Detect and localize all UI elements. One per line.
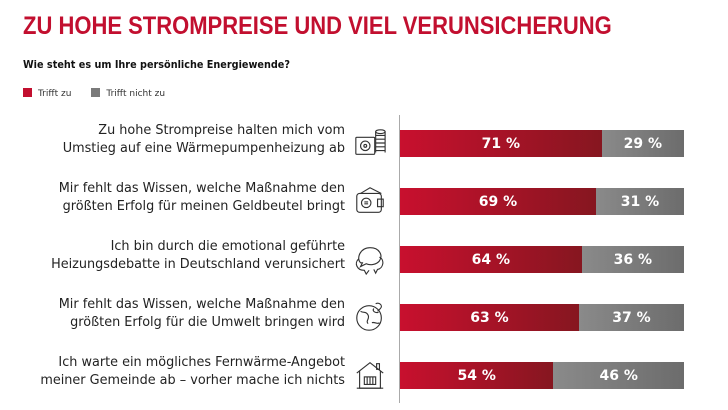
legend-label-no: Trifft nicht zu bbox=[106, 89, 166, 99]
legend-label-yes: Trifft zu bbox=[38, 89, 72, 99]
bar-no: 37 % bbox=[578, 304, 684, 331]
speech-bubbles-icon bbox=[352, 242, 388, 276]
data-label: 37 % bbox=[612, 309, 651, 326]
bar-yes: 64 % bbox=[400, 246, 582, 273]
data-label: 54 % bbox=[457, 367, 496, 384]
data-label: 31 % bbox=[620, 193, 660, 210]
bar-no: 29 % bbox=[601, 130, 684, 157]
bar-yes: 69 % bbox=[400, 188, 596, 215]
stacked-bar: 71 % 29 % bbox=[400, 130, 684, 157]
chart-row: Mir fehlt das Wissen, welche Maßnahme de… bbox=[0, 179, 728, 222]
bar-no: 46 % bbox=[553, 362, 684, 389]
category-label-line: größten Erfolg für die Umwelt bringen wi… bbox=[70, 314, 345, 330]
stacked-bar: 69 % 31 % bbox=[400, 188, 684, 215]
category-label: Mir fehlt das Wissen, welche Maßnahme de… bbox=[22, 295, 345, 331]
category-label-line: Mir fehlt das Wissen, welche Maßnahme de… bbox=[58, 296, 345, 312]
chart-title: ZU HOHE STROMPREISE UND VIEL VERUNSICHER… bbox=[23, 12, 612, 40]
bar-yes: 54 % bbox=[400, 362, 554, 389]
chart-subtitle: Wie steht es um Ihre persönliche Energie… bbox=[23, 58, 290, 71]
category-label-line: Zu hohe Strompreise halten mich vom bbox=[98, 122, 345, 138]
globe-icon bbox=[352, 300, 388, 334]
chart-row: Mir fehlt das Wissen, welche Maßnahme de… bbox=[0, 295, 728, 338]
category-label-line: Heizungsdebatte in Deutschland verunsich… bbox=[51, 256, 345, 272]
category-label: Ich warte ein mögliches Fernwärme-Angebo… bbox=[22, 353, 345, 389]
data-label: 29 % bbox=[623, 135, 662, 152]
stacked-bar: 64 % 36 % bbox=[400, 246, 684, 273]
category-label-line: Ich bin durch die emotional geführte bbox=[110, 238, 345, 254]
heat-pump-coins-icon bbox=[352, 126, 388, 160]
category-label-line: Ich warte ein mögliches Fernwärme-Angebo… bbox=[58, 354, 345, 370]
category-label-line: Umstieg auf eine Wärmepumpenheizung ab bbox=[62, 140, 345, 156]
data-label: 36 % bbox=[613, 251, 653, 268]
wallet-euro-icon bbox=[352, 184, 388, 218]
data-label: 64 % bbox=[471, 251, 511, 268]
bar-no: 31 % bbox=[595, 188, 684, 215]
chart-row: Zu hohe Strompreise halten mich vom Umsti… bbox=[0, 121, 728, 164]
stacked-bar: 54 % 46 % bbox=[400, 362, 684, 389]
bar-yes: 71 % bbox=[400, 130, 602, 157]
category-label: Zu hohe Strompreise halten mich vom Umsti… bbox=[22, 121, 345, 157]
legend-item-no: Trifft nicht zu bbox=[91, 88, 165, 99]
legend-item-yes: Trifft zu bbox=[23, 88, 71, 99]
chart-row: Ich warte ein mögliches Fernwärme-Angebo… bbox=[0, 353, 728, 396]
category-label: Mir fehlt das Wissen, welche Maßnahme de… bbox=[22, 179, 345, 215]
bar-yes: 63 % bbox=[400, 304, 579, 331]
category-label-line: größten Erfolg für meinen Geldbeutel bri… bbox=[62, 198, 345, 214]
data-label: 69 % bbox=[478, 193, 518, 210]
category-label-line: Mir fehlt das Wissen, welche Maßnahme de… bbox=[58, 180, 345, 196]
house-radiator-icon bbox=[352, 358, 388, 392]
legend-swatch-yes bbox=[23, 88, 32, 97]
axis-line bbox=[399, 115, 400, 403]
data-label: 63 % bbox=[470, 309, 509, 326]
bar-no: 36 % bbox=[581, 246, 684, 273]
legend: Trifft zu Trifft nicht zu bbox=[23, 88, 165, 99]
stacked-bar: 63 % 37 % bbox=[400, 304, 684, 331]
data-label: 46 % bbox=[599, 367, 638, 384]
legend-swatch-no bbox=[91, 88, 101, 97]
category-label: Ich bin durch die emotional geführte Heiz… bbox=[22, 237, 345, 273]
chart-row: Ich bin durch die emotional geführte Heiz… bbox=[0, 237, 728, 280]
data-label: 71 % bbox=[481, 135, 520, 152]
category-label-line: meiner Gemeinde ab – vorher mache ich ni… bbox=[40, 372, 346, 388]
